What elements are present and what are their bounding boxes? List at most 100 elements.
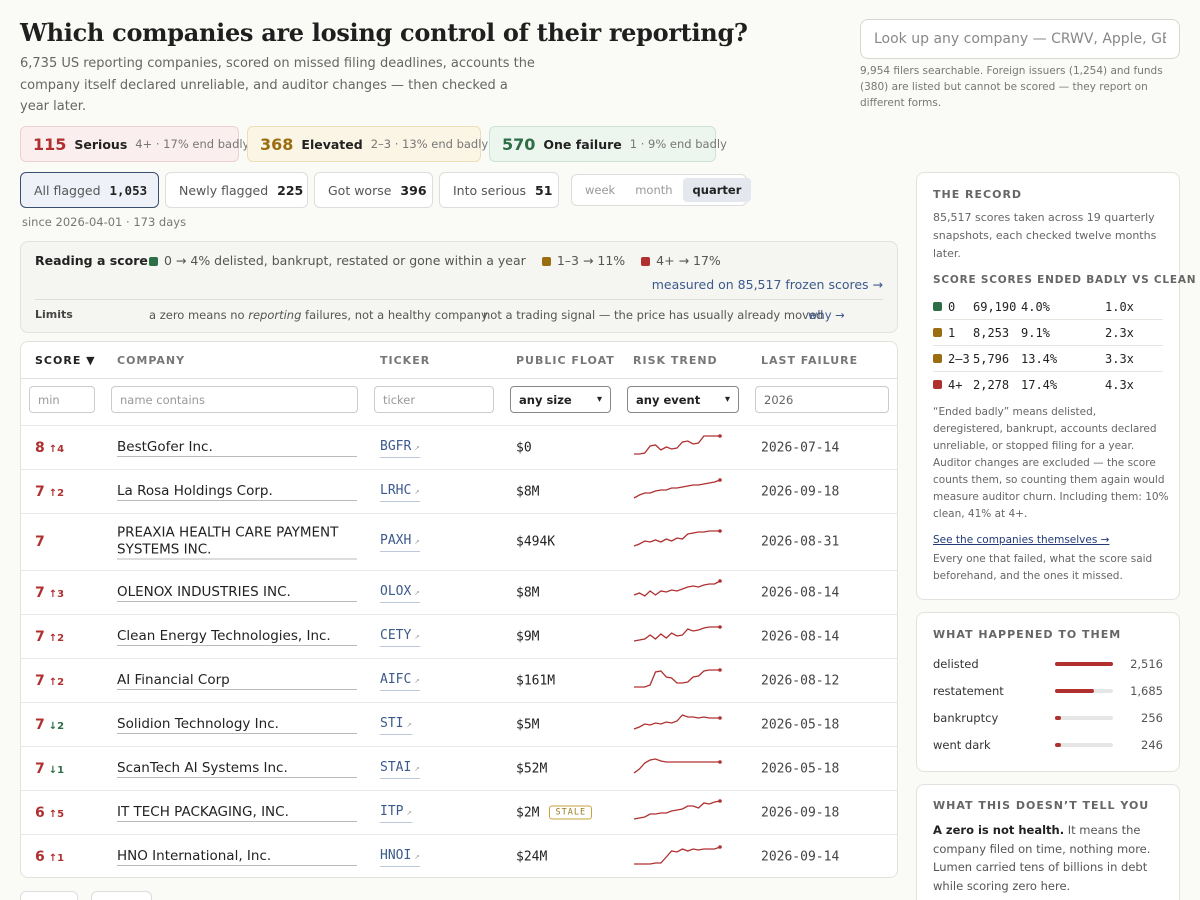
public-float-value: $161M — [516, 673, 555, 688]
ticker-link[interactable]: BGFR ↗ — [380, 438, 420, 458]
summary-sub: 2–3 · 13% end badly — [370, 137, 489, 151]
event-select[interactable]: any event ▾ — [627, 386, 739, 413]
trend-line — [633, 799, 721, 820]
company-name-link[interactable]: AI Financial Corp — [117, 672, 357, 690]
tab-got-worse[interactable]: Got worse 396 — [314, 172, 433, 208]
company-name-link[interactable]: ScanTech AI Systems Inc. — [117, 760, 357, 778]
company-name-link[interactable]: Clean Energy Technologies, Inc. — [117, 628, 357, 646]
table-row[interactable]: 7 ↓1 ScanTech AI Systems Inc. STAI ↗ $52M 2026… — [21, 746, 897, 790]
company-name-link[interactable]: HNO International, Inc. — [117, 848, 357, 866]
summary-pill-1[interactable]: 115 Serious 4+ · 17% end badly — [20, 126, 249, 162]
company-name-link[interactable]: OLENOX INDUSTRIES INC. — [117, 584, 357, 602]
outcome-bar-track — [1055, 716, 1113, 720]
score-number: 6 — [35, 804, 45, 821]
company-name-link[interactable]: Solidion Technology Inc. — [117, 716, 357, 734]
public-float-text: $8M — [516, 484, 540, 499]
ticker-link[interactable]: LRHC ↗ — [380, 482, 420, 502]
period-month[interactable]: month — [635, 183, 673, 197]
min-score-filter[interactable]: min — [29, 386, 95, 413]
ticker-link[interactable]: HNOI ↗ — [380, 847, 420, 867]
table-row[interactable]: 7 ↑3 OLENOX INDUSTRIES INC. OLOX ↗ $8M 2026-08… — [21, 570, 897, 614]
risk-trend-sparkline — [633, 843, 723, 871]
ticker-link[interactable]: ITP ↗ — [380, 803, 412, 823]
record-title: THE RECORD — [933, 188, 1023, 201]
since-label: since 2026-04-01 · 173 days — [22, 215, 187, 229]
company-search-input[interactable] — [860, 19, 1180, 59]
ticker-link[interactable]: STI ↗ — [380, 715, 412, 735]
col-company[interactable]: COMPANY — [117, 354, 186, 367]
col-public-float[interactable]: PUBLIC FLOAT — [516, 354, 615, 367]
col-ticker[interactable]: TICKER — [380, 354, 431, 367]
period-week[interactable]: week — [585, 183, 616, 197]
score-delta: ↓1 — [48, 764, 65, 776]
limit-1-post: failures, not a healthy company — [301, 308, 488, 322]
score-value: 7 ↓1 — [35, 761, 64, 777]
table-row[interactable]: 7 PREAXIA HEALTH CARE PAYMENT SYSTEMS INC… — [21, 513, 897, 570]
see-companies-link[interactable]: See the companies themselves → — [933, 534, 1110, 546]
record-card: THE RECORD 85,517 scores taken across 19… — [916, 172, 1196, 600]
measured-link[interactable]: measured on 85,517 frozen scores → — [651, 277, 883, 292]
ticker-filter[interactable]: ticker — [374, 386, 494, 413]
doesnt-tell-text: A zero is not health. It means the compa… — [933, 821, 1165, 895]
record-swatch — [933, 302, 942, 311]
col-last-failure[interactable]: LAST FAILURE — [761, 354, 859, 367]
external-link-icon: ↗ — [414, 587, 420, 598]
table-row[interactable]: 8 ↑4 BestGofer Inc. BGFR ↗ $0 2026-07-14 — [21, 425, 897, 469]
trend-endpoint — [718, 578, 722, 583]
table-row[interactable]: 7 ↑2 La Rosa Holdings Corp. LRHC ↗ $8M 2026-09… — [21, 469, 897, 513]
why-link[interactable]: why → — [808, 308, 845, 322]
table-row[interactable]: 7 ↑2 AI Financial Corp AIFC ↗ $161M 2026-08-12 — [21, 658, 897, 702]
risk-trend-sparkline — [633, 798, 723, 827]
doesnt-tell-body: It means the company filed on time, noth… — [933, 823, 1151, 893]
company-name-link[interactable]: La Rosa Holdings Corp. — [117, 483, 357, 501]
company-name-link[interactable]: PREAXIA HEALTH CARE PAYMENT SYSTEMS INC. — [117, 525, 357, 560]
table-row[interactable]: 7 ↓2 Solidion Technology Inc. STI ↗ $5M 2026-0… — [21, 702, 897, 746]
score-legend: Reading a score 0 → 4% delisted, bankrup… — [20, 241, 898, 333]
risk-trend-sparkline — [633, 755, 723, 783]
risk-trend-sparkline — [633, 528, 723, 556]
last-failure-date: 2026-09-18 — [761, 484, 840, 499]
size-select[interactable]: any size ▾ — [510, 386, 611, 413]
record-row: 1 8,253 9.1% 2.3x — [933, 320, 1163, 346]
tab-label: Into serious — [453, 182, 527, 198]
col-score[interactable]: SCORE ▼ — [35, 354, 96, 367]
year-filter[interactable]: 2026 — [755, 386, 889, 413]
record-multiple: 3.3x — [1105, 352, 1134, 366]
table-row[interactable]: 7 ↑2 Clean Energy Technologies, Inc. CETY ↗ $… — [21, 614, 897, 658]
company-name-link[interactable]: BestGofer Inc. — [117, 439, 357, 457]
record-table: 0 69,190 4.0% 1.0x 1 8,253 9.1% 2.3x 2–3 5,796 13.… — [933, 294, 1163, 398]
doesnt-tell-title: WHAT THIS DOESN’T TELL YOU — [933, 799, 1150, 812]
pager-prev-button[interactable] — [20, 891, 78, 900]
period-quarter[interactable]: quarter — [682, 178, 752, 202]
col-risk-trend[interactable]: RISK TREND — [633, 354, 718, 367]
record-score: 2–3 — [948, 352, 970, 366]
ticker-link[interactable]: PAXH ↗ — [380, 532, 420, 552]
tab-label: Newly flagged — [179, 182, 269, 198]
ticker-link[interactable]: AIFC ↗ — [380, 671, 420, 691]
score-number: 6 — [35, 848, 45, 865]
name-filter[interactable]: name contains — [111, 386, 358, 413]
score-number: 7 — [35, 584, 45, 601]
legend-item-label: 1–3 → 11% — [556, 253, 626, 268]
tab-all-flagged[interactable]: All flagged 1,053 — [20, 172, 159, 208]
score-number: 7 — [35, 628, 45, 645]
trend-line — [634, 845, 721, 865]
public-float-text: $24M — [516, 849, 548, 864]
record-pct: 4.0% — [1021, 300, 1050, 314]
last-failure-date: 2026-07-14 — [761, 440, 840, 455]
ticker-text: STI — [380, 715, 404, 731]
table-row[interactable]: 6 ↑1 HNO International, Inc. HNOI ↗ $24M 2026-… — [21, 834, 897, 877]
ticker-link[interactable]: OLOX ↗ — [380, 583, 420, 603]
pager-next-button[interactable] — [91, 891, 152, 900]
summary-pill-2[interactable]: 368 Elevated 2–3 · 13% end badly — [247, 126, 488, 162]
company-name-link[interactable]: IT TECH PACKAGING, INC. — [117, 804, 357, 822]
outcome-row: restatement 1,685 — [933, 682, 1163, 709]
ticker-link[interactable]: CETY ↗ — [380, 627, 420, 647]
legend-item: 0 → 4% delisted, bankrupt, restated or g… — [149, 253, 526, 268]
ticker-link[interactable]: STAI ↗ — [380, 759, 420, 779]
tab-into-serious[interactable]: Into serious 51 — [439, 172, 559, 208]
tab-newly-flagged[interactable]: Newly flagged 225 — [165, 172, 308, 208]
record-count: 2,278 — [973, 378, 1010, 392]
summary-pill-3[interactable]: 570 One failure 1 · 9% end badly — [489, 126, 727, 162]
table-row[interactable]: 6 ↑5 IT TECH PACKAGING, INC. ITP ↗ $2M STALE 20… — [21, 790, 897, 834]
